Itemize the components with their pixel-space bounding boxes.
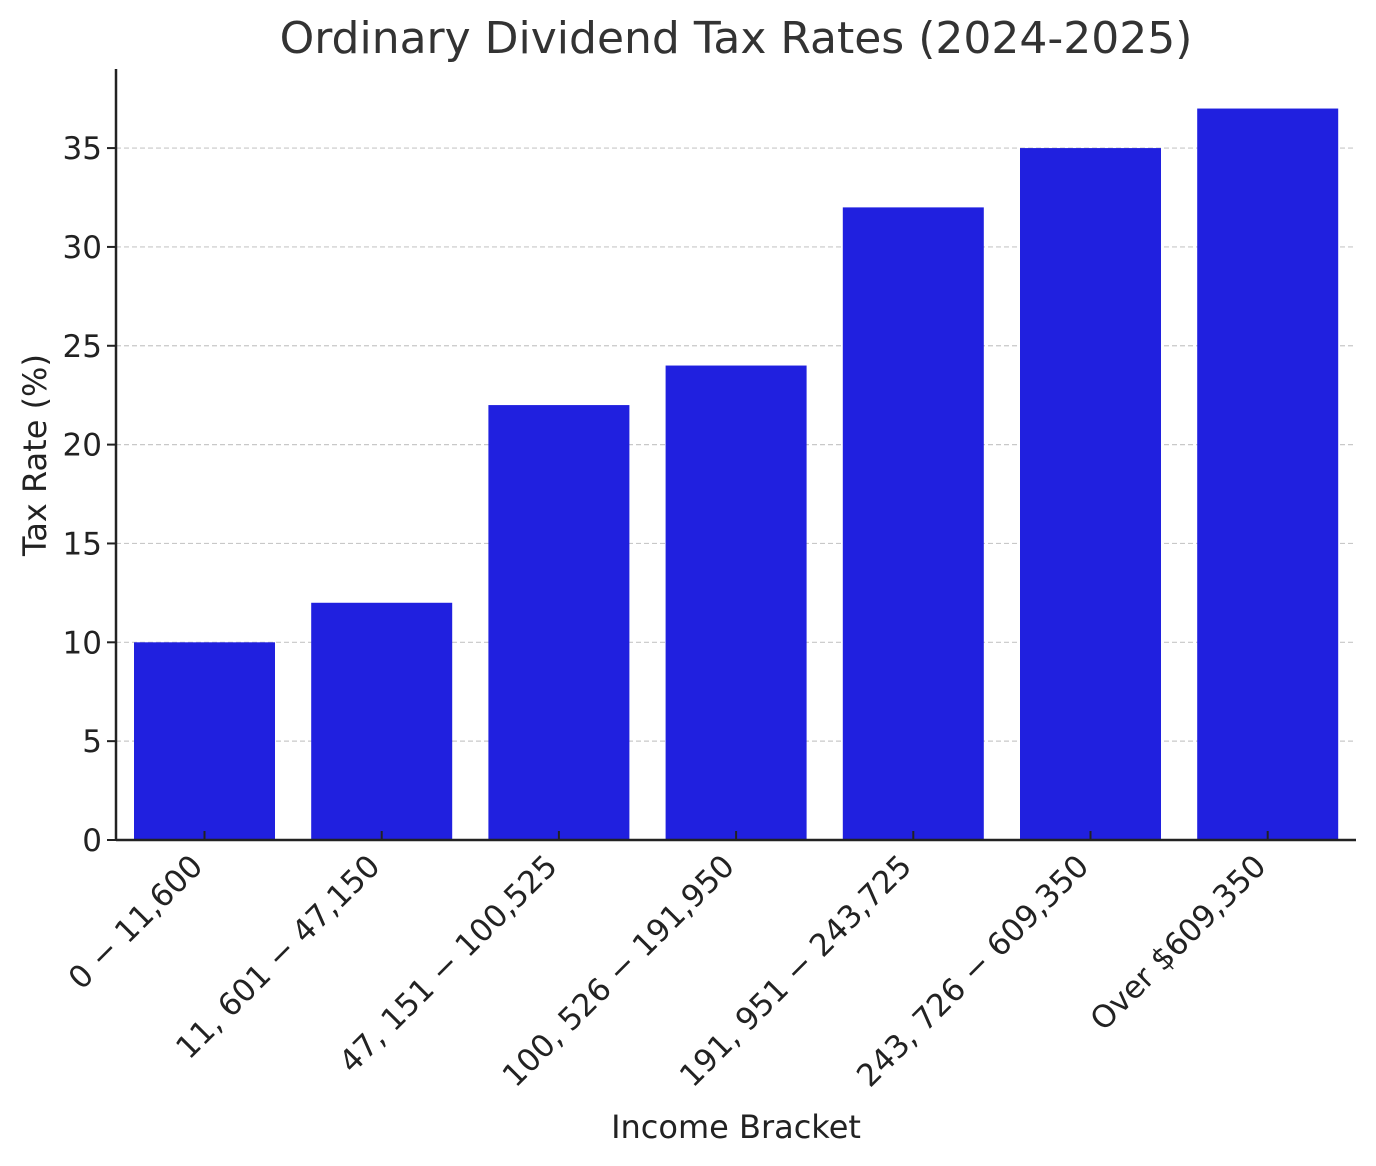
- y-axis-label: Tax Rate (%): [16, 354, 54, 557]
- x-tick-label-6: Over $609,350: [1084, 848, 1274, 1038]
- chart-title: Ordinary Dividend Tax Rates (2024-2025): [280, 13, 1193, 64]
- x-tick-label-0: 0 − 11,600: [62, 848, 210, 996]
- y-tick-layer: 0 5 10 15 20 25 30 35: [63, 131, 116, 859]
- y-tick-label-0: 0: [82, 823, 102, 859]
- y-tick-label-10: 10: [63, 625, 102, 661]
- bar-6: [1197, 108, 1339, 841]
- y-tick-label-30: 30: [63, 230, 102, 266]
- y-tick-label-20: 20: [63, 428, 102, 464]
- y-tick-label-35: 35: [63, 131, 102, 167]
- bar-4: [842, 207, 984, 840]
- y-tick-label-15: 15: [63, 526, 102, 562]
- bar-2: [488, 405, 630, 840]
- bar-3: [665, 365, 807, 840]
- bar-5: [1020, 148, 1161, 841]
- y-tick-label-5: 5: [82, 724, 102, 760]
- bar-1: [311, 602, 453, 840]
- bar-layer: [134, 108, 1339, 841]
- y-tick-label-25: 25: [63, 329, 102, 365]
- bar-0: [134, 642, 275, 840]
- x-axis-label: Income Bracket: [611, 1108, 861, 1146]
